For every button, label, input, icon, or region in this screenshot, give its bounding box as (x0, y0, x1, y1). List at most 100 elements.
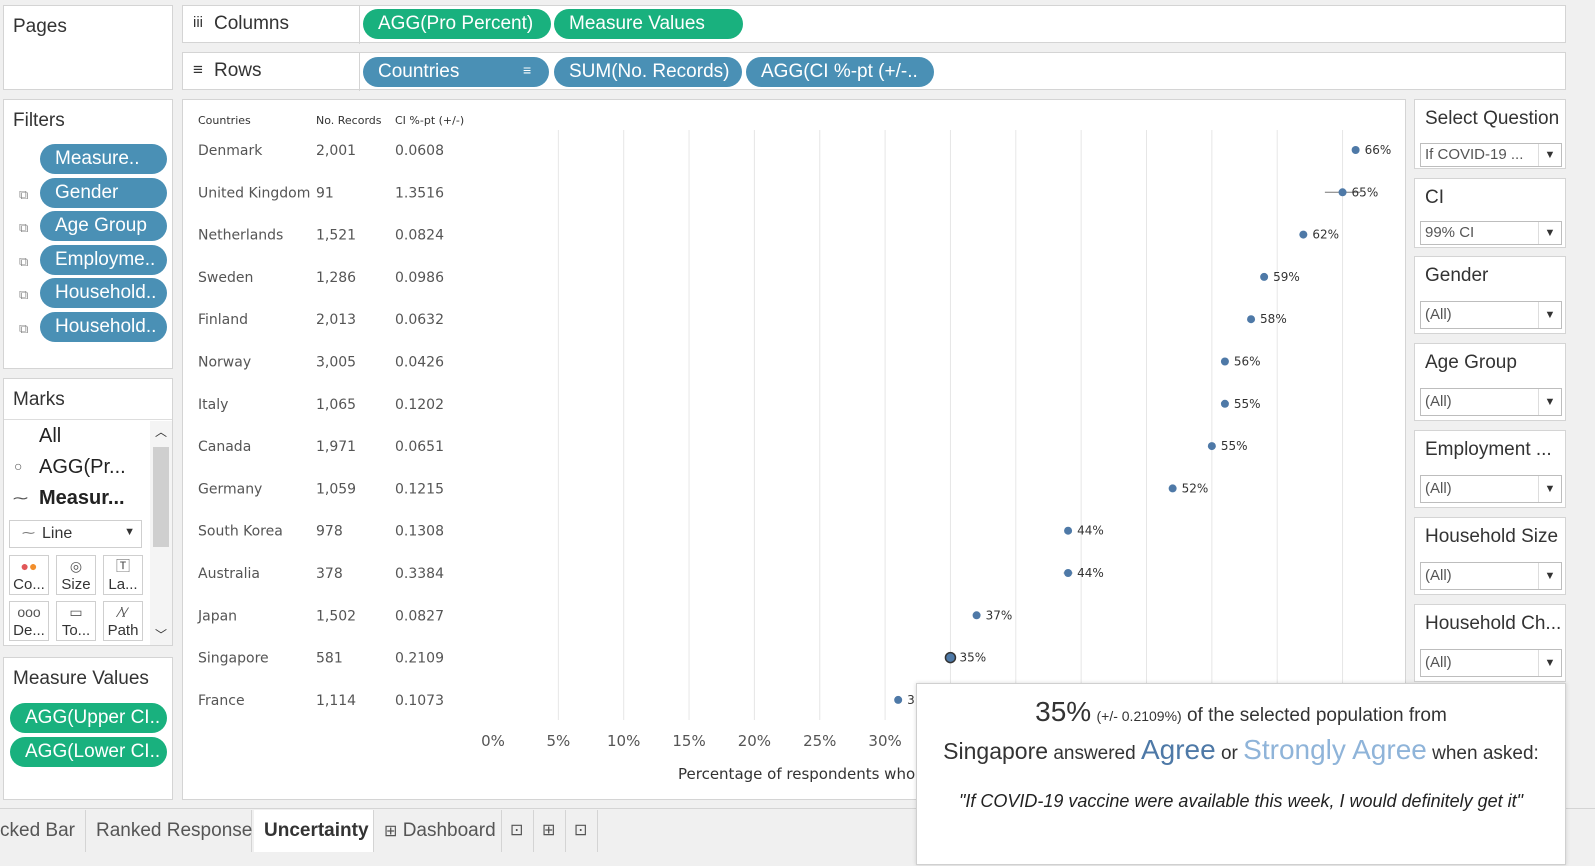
tab-ranked-response[interactable]: Ranked Response (86, 810, 252, 852)
ci-dropdown[interactable]: 99% CI ▼ (1420, 221, 1562, 245)
marks-agg[interactable]: AGG(Pr... (39, 456, 126, 478)
data-point[interactable] (894, 695, 903, 704)
age-group-dropdown[interactable]: (All) ▼ (1420, 388, 1562, 416)
country-label: Germany (198, 481, 262, 497)
quick-filter-ci: CI 99% CI ▼ (1414, 178, 1566, 248)
marks-all[interactable]: All (39, 425, 62, 447)
data-point[interactable] (972, 611, 981, 620)
size-button[interactable]: ◎ Size (56, 555, 96, 595)
tooltip-button[interactable]: ▭ To... (56, 601, 96, 641)
detail-icon: ooo (17, 604, 41, 620)
data-point[interactable] (944, 651, 957, 664)
marks-measure[interactable]: Measur... (39, 487, 125, 509)
filter-pill-employment[interactable]: Employme.. (40, 245, 167, 275)
ci-value: 0.0986 (395, 270, 444, 286)
data-point[interactable] (1299, 230, 1308, 239)
mark-type-dropdown[interactable]: ⁓ Line ▼ (9, 520, 142, 548)
x-axis-title: Percentage of respondents who (678, 765, 915, 783)
household-children-dropdown[interactable]: (All) ▼ (1420, 649, 1562, 677)
filter-pill-gender[interactable]: Gender (40, 178, 167, 208)
x-tick-label: 0% (481, 732, 505, 750)
quick-filter-select-question: Select Question If COVID-19 ... ▼ (1414, 99, 1566, 169)
rows-pill-no-records[interactable]: SUM(No. Records) (554, 57, 742, 87)
tab-dashboard[interactable]: ⊞ Dashboard (374, 810, 502, 852)
rows-shelf[interactable]: ≡ Rows Countries ≡ SUM(No. Records) AGG(… (182, 52, 1566, 91)
path-button[interactable]: ⁄\⁄ Path (103, 601, 143, 641)
filter-context-icon: ⧉ (19, 220, 29, 235)
data-point[interactable] (1220, 399, 1229, 408)
gender-dropdown[interactable]: (All) ▼ (1420, 301, 1562, 329)
scroll-thumb[interactable] (153, 447, 169, 547)
ci-value: 0.2109 (395, 651, 444, 667)
tab-uncertainty[interactable]: Uncertainty (254, 810, 374, 852)
data-point[interactable] (1207, 442, 1216, 451)
quick-filter-employment: Employment ... (All) ▼ (1414, 430, 1566, 508)
color-button[interactable]: ●● Co... (9, 555, 49, 595)
tab-stacked-bar[interactable]: cked Bar (0, 810, 86, 852)
quick-filter-household-children: Household Ch... (All) ▼ (1414, 604, 1566, 682)
records-value: 2,001 (316, 143, 356, 159)
quick-filter-title: Household Size (1425, 526, 1559, 547)
line-icon: ⁓ (22, 525, 35, 540)
data-point[interactable] (1247, 315, 1256, 324)
ci-value: 0.1215 (395, 481, 444, 497)
view-area: Countries No. Records CI %-pt (+/-) Denm… (182, 99, 1406, 800)
data-label: 52% (1182, 481, 1209, 495)
filter-pill-age-group[interactable]: Age Group (40, 211, 167, 241)
scroll-up-icon[interactable]: ︿ (154, 425, 167, 439)
filter-context-icon: ⧉ (19, 187, 29, 202)
scroll-down-icon[interactable]: ﹀ (154, 628, 167, 642)
tooltip-ci: (+/- 0.2109%) (1096, 708, 1182, 724)
columns-pill-pro-percent[interactable]: AGG(Pro Percent) (363, 9, 551, 39)
chevron-down-icon: ▼ (1538, 650, 1561, 676)
employment-dropdown[interactable]: (All) ▼ (1420, 475, 1562, 503)
filter-context-icon: ⧉ (19, 254, 29, 269)
columns-pill-measure-values[interactable]: Measure Values (554, 9, 743, 39)
records-value: 1,521 (316, 228, 356, 244)
country-label: United Kingdom (198, 185, 310, 201)
label-button[interactable]: 🅃 La... (103, 555, 143, 595)
chevron-down-icon: ▼ (1538, 389, 1561, 415)
country-label: Singapore (198, 651, 269, 667)
tab-dashboard-label: Dashboard (402, 820, 496, 841)
new-story-button[interactable]: ⊡ (566, 810, 598, 852)
measure-values-card: Measure Values AGG(Upper CI.. AGG(Lower … (3, 657, 173, 800)
new-worksheet-button[interactable]: ⊡ (502, 810, 534, 852)
data-point[interactable] (1064, 526, 1073, 535)
country-label: Netherlands (198, 228, 283, 244)
data-point[interactable] (1064, 569, 1073, 577)
detail-button[interactable]: ooo De... (9, 601, 49, 641)
data-point[interactable] (1168, 484, 1177, 493)
data-point[interactable] (1220, 357, 1229, 366)
data-point[interactable] (1260, 272, 1269, 281)
household-size-dropdown[interactable]: (All) ▼ (1420, 562, 1562, 590)
rows-pill-ci[interactable]: AGG(CI %-pt (+/-.. (746, 57, 934, 87)
filter-pill-household-2[interactable]: Household.. (40, 312, 167, 342)
ci-value: 0.0608 (395, 143, 444, 159)
color-icon: ●● (20, 558, 38, 574)
header-countries: Countries (198, 114, 251, 127)
sort-icon[interactable]: ≡ (523, 62, 532, 78)
records-value: 2,013 (316, 312, 356, 328)
label-icon: 🅃 (116, 558, 130, 574)
filter-pill-household-1[interactable]: Household.. (40, 278, 167, 308)
filter-pill-measure[interactable]: Measure.. (40, 144, 167, 174)
ci-value: 0.1073 (395, 693, 444, 709)
scrollbar[interactable]: ︿ ﹀ (150, 421, 172, 645)
quick-filter-title: Select Question (1425, 108, 1560, 129)
records-value: 1,059 (316, 481, 356, 497)
measure-pill-lower-ci[interactable]: AGG(Lower CI.. (10, 737, 167, 767)
pages-card: Pages (3, 5, 173, 90)
x-tick-label: 25% (803, 732, 836, 750)
country-label: Sweden (198, 270, 253, 286)
new-dashboard-button[interactable]: ⊞ (534, 810, 566, 852)
data-point[interactable] (1351, 146, 1360, 154)
question-dropdown[interactable]: If COVID-19 ... ▼ (1420, 143, 1562, 167)
columns-shelf[interactable]: iii Columns AGG(Pro Percent) Measure Val… (182, 5, 1566, 44)
measure-pill-upper-ci[interactable]: AGG(Upper CI.. (10, 703, 167, 733)
rows-pill-countries[interactable]: Countries (363, 57, 549, 87)
tooltip-percent: 35% (1035, 696, 1092, 727)
chevron-down-icon: ▼ (1538, 476, 1561, 502)
data-point[interactable] (1338, 188, 1347, 197)
chevron-down-icon: ▼ (1538, 563, 1561, 589)
